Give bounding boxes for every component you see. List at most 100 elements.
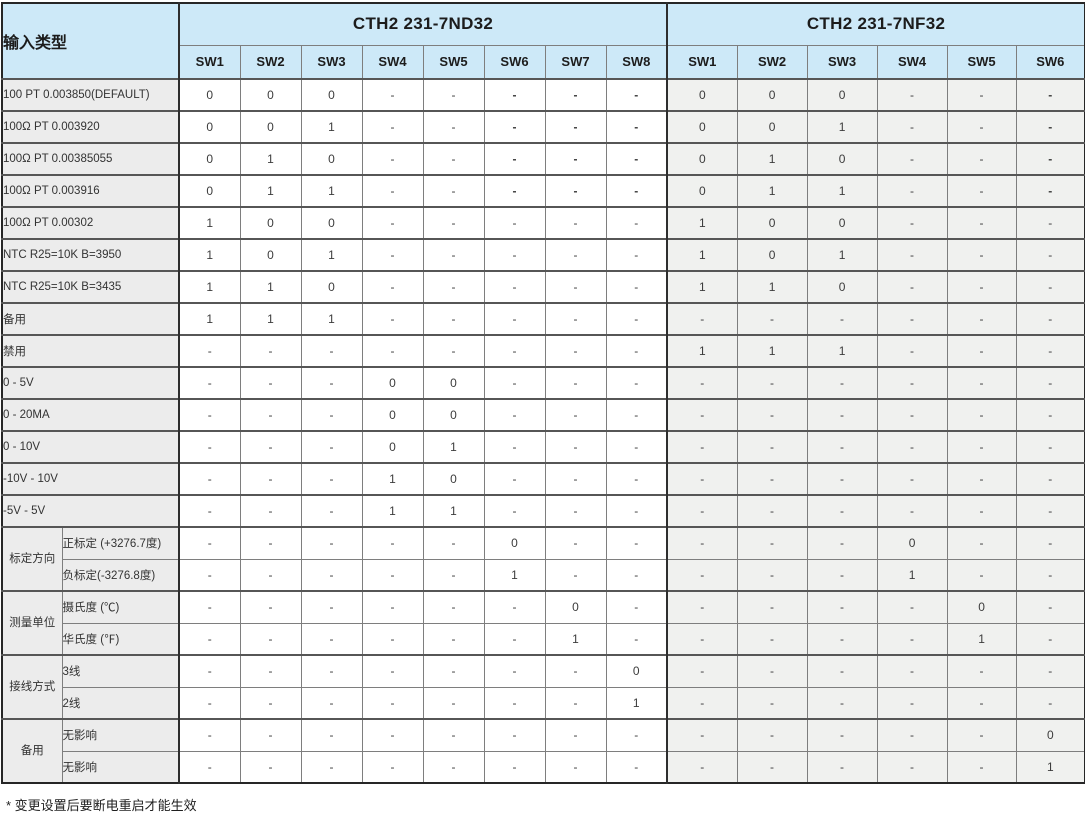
cell-nf32-sw3: - <box>806 622 878 656</box>
cell-nd32-sw4: - <box>361 270 424 304</box>
cell-nf32-sw3: - <box>806 462 878 496</box>
cell-nf32-sw6: - <box>1015 526 1085 560</box>
cell-nf32-sw1: - <box>666 686 738 720</box>
cell-nd32-sw4: - <box>361 654 424 688</box>
cell-nd32-sw6: - <box>483 78 546 112</box>
cell-nf32-sw3: - <box>806 302 878 336</box>
cell-nd32-sw5: 1 <box>422 430 485 464</box>
cell-nf32-sw3: - <box>806 590 878 624</box>
cell-nd32-sw7: - <box>544 238 607 272</box>
cell-nf32-sw1: 1 <box>666 270 738 304</box>
cell-nd32-sw5: - <box>422 238 485 272</box>
cell-nf32-sw4: - <box>876 750 948 784</box>
cell-nd32-sw2: 0 <box>239 206 302 240</box>
cell-nf32-sw2: - <box>736 558 808 592</box>
cell-nd32-sw7: - <box>544 494 607 528</box>
cell-nd32-sw7: 0 <box>544 590 607 624</box>
cell-nd32-sw3: 0 <box>300 206 363 240</box>
row-label: 0 - 5V <box>1 366 180 400</box>
cell-nf32-sw2: - <box>736 718 808 752</box>
row-label: 正标定 (+3276.7度) <box>61 526 180 560</box>
cell-nd32-sw3: - <box>300 462 363 496</box>
row-label: 0 - 20MA <box>1 398 180 432</box>
cell-nd32-sw1: - <box>178 654 241 688</box>
cell-nd32-sw8: 0 <box>605 654 668 688</box>
cell-nf32-sw5: - <box>946 142 1017 176</box>
cell-nf32-sw4: - <box>876 334 948 368</box>
table-row: 100 PT 0.003850(DEFAULT) 0 0 0- - - - -0 0 0- - - <box>1 78 1085 112</box>
cell-nf32-sw5: - <box>946 430 1017 464</box>
sw-header-nd32-sw4: SW4 <box>361 44 424 80</box>
cell-nf32-sw1: - <box>666 526 738 560</box>
cell-nf32-sw3: 1 <box>806 174 878 208</box>
cell-nf32-sw2: 0 <box>736 206 808 240</box>
cell-nd32-sw2: - <box>239 654 302 688</box>
cell-nf32-sw4: - <box>876 366 948 400</box>
cell-nf32-sw5: - <box>946 654 1017 688</box>
cell-nd32-sw2: 1 <box>239 142 302 176</box>
cell-nf32-sw2: - <box>736 622 808 656</box>
cell-nf32-sw3: - <box>806 526 878 560</box>
cell-nd32-sw3: - <box>300 590 363 624</box>
cell-nf32-sw6: - <box>1015 462 1085 496</box>
row-group-label: 标定方向 <box>1 526 63 592</box>
cell-nd32-sw2: 1 <box>239 174 302 208</box>
table-row: NTC R25=10K B=3435 1 1 0- - - - -1 1 0- - - <box>1 270 1085 304</box>
cell-nd32-sw5: - <box>422 110 485 144</box>
cell-nf32-sw1: - <box>666 622 738 656</box>
cell-nd32-sw8: - <box>605 430 668 464</box>
cell-nf32-sw5: - <box>946 174 1017 208</box>
cell-nd32-sw8: - <box>605 270 668 304</box>
cell-nf32-sw2: - <box>736 526 808 560</box>
cell-nd32-sw1: - <box>178 398 241 432</box>
cell-nf32-sw3: - <box>806 718 878 752</box>
row-label: 负标定(-3276.8度) <box>61 558 180 592</box>
cell-nf32-sw4: - <box>876 206 948 240</box>
cell-nf32-sw5: - <box>946 334 1017 368</box>
cell-nf32-sw2: - <box>736 462 808 496</box>
cell-nf32-sw2: - <box>736 686 808 720</box>
cell-nd32-sw4: - <box>361 206 424 240</box>
cell-nf32-sw6: - <box>1015 142 1085 176</box>
cell-nd32-sw6: - <box>483 110 546 144</box>
cell-nd32-sw1: 0 <box>178 142 241 176</box>
cell-nf32-sw6: - <box>1015 366 1085 400</box>
cell-nd32-sw8: - <box>605 174 668 208</box>
cell-nf32-sw5: - <box>946 398 1017 432</box>
cell-nd32-sw7: - <box>544 654 607 688</box>
cell-nd32-sw6: - <box>483 366 546 400</box>
cell-nd32-sw5: - <box>422 142 485 176</box>
cell-nd32-sw5: - <box>422 718 485 752</box>
cell-nd32-sw7: - <box>544 430 607 464</box>
cell-nf32-sw5: - <box>946 302 1017 336</box>
row-label: 0 - 10V <box>1 430 180 464</box>
cell-nf32-sw6: - <box>1015 622 1085 656</box>
cell-nf32-sw2: - <box>736 590 808 624</box>
sw-header-nd32-sw5: SW5 <box>422 44 485 80</box>
cell-nd32-sw6: - <box>483 238 546 272</box>
cell-nd32-sw4: - <box>361 750 424 784</box>
cell-nd32-sw8: - <box>605 334 668 368</box>
dip-switch-settings-table: 输入类型 CTH2 231-7ND32 CTH2 231-7NF32 SW1 SW… <box>1 2 1085 784</box>
cell-nf32-sw4: - <box>876 270 948 304</box>
row-label: NTC R25=10K B=3435 <box>1 270 180 304</box>
cell-nf32-sw6: - <box>1015 110 1085 144</box>
cell-nd32-sw8: - <box>605 366 668 400</box>
cell-nd32-sw4: - <box>361 78 424 112</box>
cell-nf32-sw4: - <box>876 494 948 528</box>
cell-nd32-sw2: - <box>239 590 302 624</box>
cell-nd32-sw2: - <box>239 558 302 592</box>
cell-nf32-sw1: - <box>666 558 738 592</box>
cell-nd32-sw5: - <box>422 270 485 304</box>
cell-nd32-sw8: - <box>605 494 668 528</box>
cell-nd32-sw1: - <box>178 430 241 464</box>
cell-nf32-sw5: 0 <box>946 590 1017 624</box>
cell-nf32-sw2: - <box>736 430 808 464</box>
cell-nd32-sw2: 1 <box>239 302 302 336</box>
cell-nd32-sw8: - <box>605 110 668 144</box>
cell-nd32-sw3: - <box>300 334 363 368</box>
cell-nf32-sw4: - <box>876 590 948 624</box>
cell-nd32-sw8: - <box>605 750 668 784</box>
cell-nd32-sw7: - <box>544 78 607 112</box>
cell-nf32-sw2: 1 <box>736 174 808 208</box>
